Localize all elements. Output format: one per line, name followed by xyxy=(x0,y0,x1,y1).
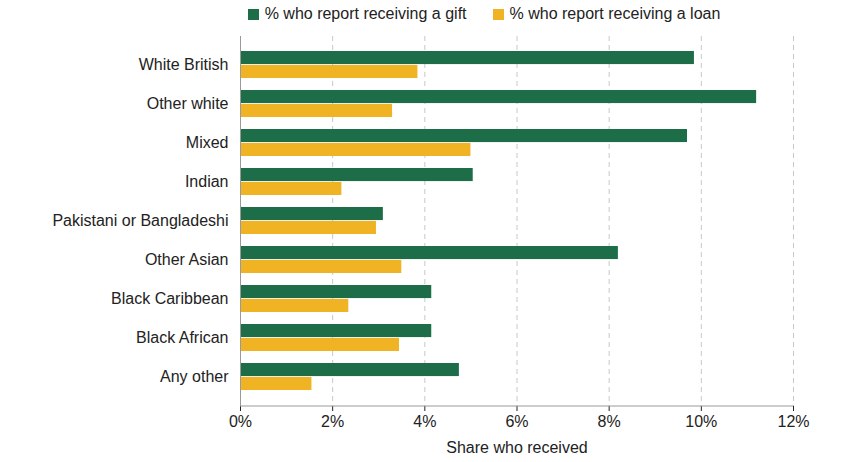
svg-text:Mixed: Mixed xyxy=(186,134,229,151)
svg-text:8%: 8% xyxy=(598,413,621,430)
svg-text:Other white: Other white xyxy=(147,95,229,112)
svg-text:Black Caribbean: Black Caribbean xyxy=(111,290,228,307)
svg-text:Pakistani or Bangladeshi: Pakistani or Bangladeshi xyxy=(52,212,228,229)
svg-text:White British: White British xyxy=(139,56,229,73)
svg-text:4%: 4% xyxy=(413,413,436,430)
html-text:% who report receiving a gift: % who report receiving a gift xyxy=(264,5,467,22)
svg-text:Indian: Indian xyxy=(185,173,229,190)
svg-text:Any other: Any other xyxy=(160,368,229,385)
svg-text:0%: 0% xyxy=(229,413,252,430)
html-text:% who report receiving a loan: % who report receiving a loan xyxy=(509,5,721,22)
svg-text:6%: 6% xyxy=(505,413,528,430)
svg-text:12%: 12% xyxy=(777,413,809,430)
svg-text:10%: 10% xyxy=(685,413,717,430)
svg-text:2%: 2% xyxy=(321,413,344,430)
svg-text:Black African: Black African xyxy=(136,329,228,346)
svg-text:Share who received: Share who received xyxy=(446,439,587,456)
svg-text:Other Asian: Other Asian xyxy=(145,251,229,268)
